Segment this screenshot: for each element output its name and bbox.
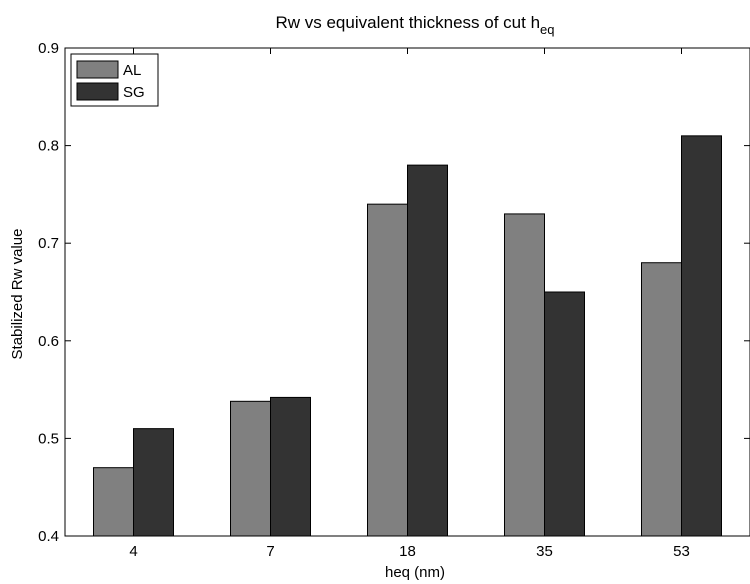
x-tick-label: 4 <box>129 543 137 560</box>
bar-al-53 <box>641 262 682 537</box>
y-tick-label: 0.6 <box>38 333 59 350</box>
bar-sg-4 <box>133 428 174 537</box>
chart-title-subscript: eq <box>540 22 554 37</box>
chart-title: Rw vs equivalent thickness of cut heq <box>275 13 554 37</box>
y-tick-label: 0.4 <box>38 528 59 545</box>
bar-al-4 <box>93 467 134 537</box>
x-axis-label: heq (nm) <box>385 564 445 581</box>
y-tick-label: 0.9 <box>38 40 59 57</box>
legend-swatch-al <box>76 60 119 79</box>
bar-sg-18 <box>407 164 448 537</box>
x-axis: 4 7 18 35 53 <box>129 48 690 560</box>
x-tick-label: 53 <box>673 543 690 560</box>
chart-title-main: Rw vs equivalent thickness of cut h <box>275 13 540 32</box>
y-tick-label: 0.7 <box>38 235 59 252</box>
bar-al-7 <box>230 400 271 537</box>
bar-sg-53 <box>681 135 722 537</box>
bar-al-18 <box>367 203 408 537</box>
y-tick-label: 0.5 <box>38 430 59 447</box>
legend: AL SG <box>70 53 159 107</box>
legend-swatch-sg <box>76 82 119 101</box>
y-axis-label: Stabilized Rw value <box>9 229 26 360</box>
x-tick-label: 35 <box>536 543 553 560</box>
bar-al-35 <box>504 213 545 537</box>
bar-sg-7 <box>270 396 311 537</box>
bar-sg-35 <box>544 291 585 537</box>
y-axis: 0.4 0.5 0.6 0.7 0.8 0.9 <box>38 40 750 545</box>
legend-label-sg: SG <box>123 84 145 101</box>
legend-label-al: AL <box>123 62 141 79</box>
x-tick-label: 7 <box>266 543 274 560</box>
y-tick-label: 0.8 <box>38 138 59 155</box>
x-tick-label: 18 <box>399 543 416 560</box>
bar-series-group <box>93 135 722 537</box>
